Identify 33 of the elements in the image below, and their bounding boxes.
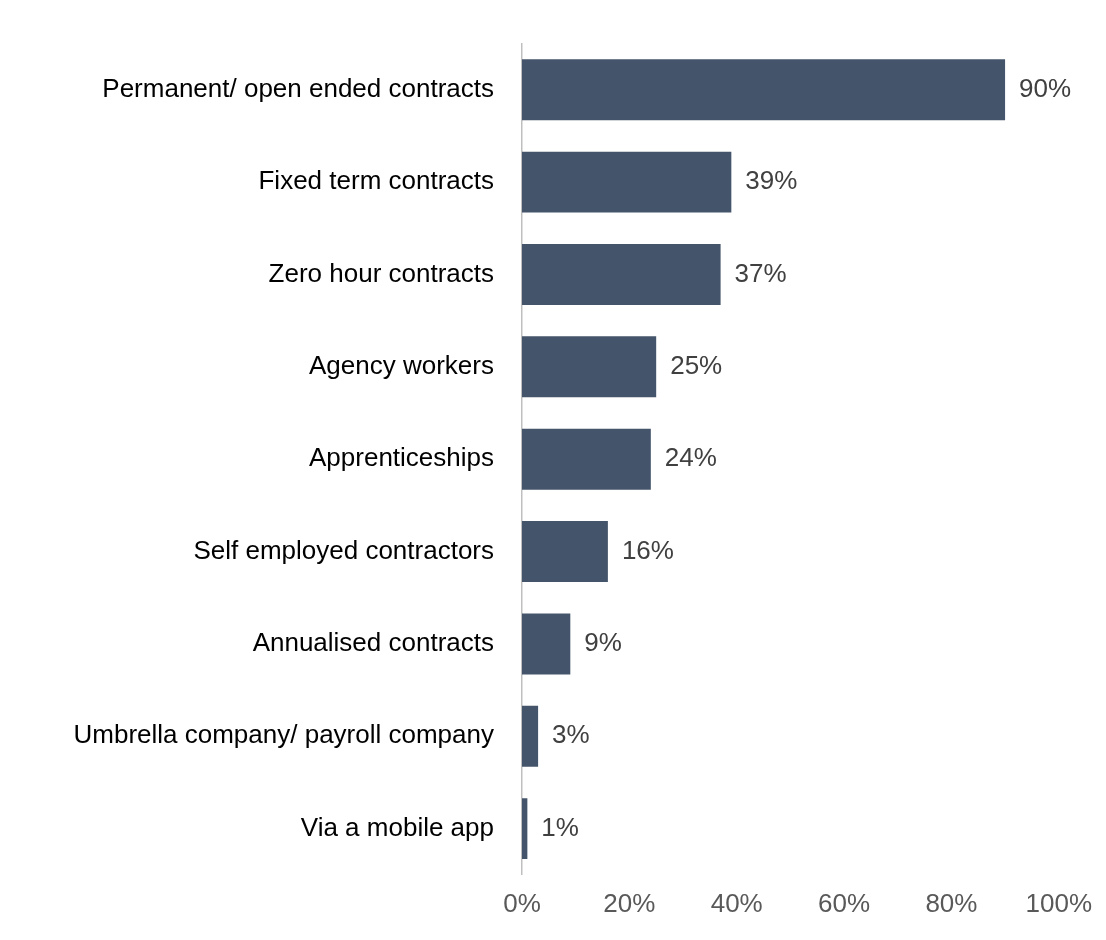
- x-tick-label: 40%: [710, 887, 763, 918]
- y-tick-label: Agency workers: [309, 350, 494, 381]
- data-label: 24%: [664, 442, 717, 473]
- bar: [522, 521, 608, 583]
- data-label: 37%: [734, 257, 787, 288]
- y-tick-label: Apprenticeships: [309, 442, 494, 473]
- data-label: 9%: [584, 627, 622, 658]
- x-tick-label: 60%: [818, 887, 871, 918]
- x-tick-label: 80%: [925, 887, 978, 918]
- x-tick-label: 20%: [603, 887, 656, 918]
- x-tick-label: 0%: [503, 887, 541, 918]
- y-tick-label: Annualised contracts: [252, 627, 494, 658]
- data-label: 3%: [552, 719, 590, 750]
- data-label: 25%: [670, 350, 723, 381]
- y-tick-label: Umbrella company/ payroll company: [73, 719, 494, 750]
- y-tick-label: Self employed contractors: [193, 534, 494, 565]
- bar: [522, 59, 1006, 121]
- bar: [522, 336, 657, 398]
- bar: [522, 613, 571, 675]
- data-label: 16%: [621, 534, 674, 565]
- data-label: 90%: [1019, 72, 1072, 103]
- y-tick-label: Via a mobile app: [300, 811, 494, 842]
- bar: [522, 151, 732, 213]
- data-label: 39%: [745, 165, 798, 196]
- x-tick-label: 100%: [1025, 887, 1092, 918]
- data-label: 1%: [541, 811, 579, 842]
- y-tick-label: Fixed term contracts: [258, 165, 494, 196]
- bar: [522, 798, 528, 860]
- bar: [522, 705, 539, 767]
- y-tick-label: Zero hour contracts: [268, 257, 494, 288]
- bar: [522, 428, 651, 490]
- y-tick-label: Permanent/ open ended contracts: [102, 72, 494, 103]
- bar: [522, 244, 721, 305]
